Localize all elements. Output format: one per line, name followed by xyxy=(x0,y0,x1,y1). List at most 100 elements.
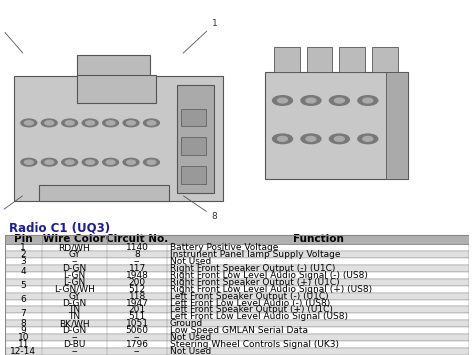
Bar xyxy=(39,185,169,202)
Text: Ground: Ground xyxy=(170,319,203,328)
Text: --: -- xyxy=(71,333,78,342)
Circle shape xyxy=(62,119,78,127)
Bar xyxy=(5,258,469,265)
Circle shape xyxy=(358,134,378,144)
Text: TN: TN xyxy=(68,312,81,321)
Text: 12-14: 12-14 xyxy=(10,347,36,355)
Text: 6: 6 xyxy=(20,295,26,304)
Circle shape xyxy=(301,134,321,144)
Circle shape xyxy=(278,98,287,103)
Text: TN: TN xyxy=(68,305,81,315)
Circle shape xyxy=(147,160,156,164)
Text: L-GN: L-GN xyxy=(64,278,85,287)
Text: L-GN/WH: L-GN/WH xyxy=(54,285,95,294)
Circle shape xyxy=(363,98,373,103)
Text: 8: 8 xyxy=(20,319,26,328)
Circle shape xyxy=(82,119,98,127)
Bar xyxy=(5,265,469,272)
Text: --: -- xyxy=(71,347,78,355)
Circle shape xyxy=(62,158,78,166)
Text: 1: 1 xyxy=(183,20,217,53)
Circle shape xyxy=(358,96,378,105)
Bar xyxy=(5,235,469,244)
Bar xyxy=(177,86,214,192)
Text: Right Front Speaker Output (-) (U1C): Right Front Speaker Output (-) (U1C) xyxy=(170,264,335,273)
Circle shape xyxy=(65,121,74,125)
Text: Pin: Pin xyxy=(14,234,33,244)
Bar xyxy=(77,75,156,103)
Text: 8: 8 xyxy=(183,196,217,222)
Circle shape xyxy=(144,119,159,127)
Text: 1051: 1051 xyxy=(126,319,149,328)
Circle shape xyxy=(106,160,115,164)
Text: Instrunent Panel lamp Supply Voltage: Instrunent Panel lamp Supply Voltage xyxy=(170,250,340,259)
Bar xyxy=(5,341,469,348)
Bar xyxy=(5,279,469,286)
Circle shape xyxy=(45,160,54,164)
Bar xyxy=(5,286,469,293)
Text: 14: 14 xyxy=(0,196,22,222)
Bar xyxy=(14,76,223,202)
Circle shape xyxy=(273,96,292,105)
Circle shape xyxy=(147,121,156,125)
Bar xyxy=(5,272,469,279)
Text: 10: 10 xyxy=(18,333,29,342)
Text: 9: 9 xyxy=(20,326,26,335)
Text: Low Speed GMLAN Serial Data: Low Speed GMLAN Serial Data xyxy=(170,326,308,335)
Circle shape xyxy=(21,158,37,166)
Text: Right Front Speaker Output (+) (U1C): Right Front Speaker Output (+) (U1C) xyxy=(170,278,339,287)
Text: 1948: 1948 xyxy=(126,271,148,280)
Text: Radio C1 (UQ3): Radio C1 (UQ3) xyxy=(9,221,110,234)
Text: GY: GY xyxy=(68,291,81,301)
Bar xyxy=(5,244,469,251)
Circle shape xyxy=(278,136,287,141)
Bar xyxy=(181,166,206,184)
Text: Left Front Speaker Output (+) (U1C): Left Front Speaker Output (+) (U1C) xyxy=(170,305,333,315)
Circle shape xyxy=(41,119,57,127)
Circle shape xyxy=(82,158,98,166)
Bar xyxy=(5,313,469,320)
Circle shape xyxy=(45,121,54,125)
Bar xyxy=(5,293,469,300)
Text: 1: 1 xyxy=(20,243,26,252)
Bar xyxy=(274,47,300,72)
Text: Circuit No.: Circuit No. xyxy=(106,234,168,244)
Circle shape xyxy=(306,136,316,141)
Text: 7: 7 xyxy=(20,309,26,318)
Circle shape xyxy=(301,96,321,105)
Circle shape xyxy=(144,158,159,166)
Bar xyxy=(181,109,206,126)
Text: D-GN: D-GN xyxy=(62,326,87,335)
Circle shape xyxy=(273,134,292,144)
Circle shape xyxy=(103,119,118,127)
Circle shape xyxy=(127,121,136,125)
Text: BK/WH: BK/WH xyxy=(59,319,90,328)
Circle shape xyxy=(127,160,136,164)
Text: D-GN: D-GN xyxy=(62,299,87,307)
Circle shape xyxy=(86,160,94,164)
Circle shape xyxy=(106,121,115,125)
Text: 8: 8 xyxy=(134,250,140,259)
Text: Wire Color: Wire Color xyxy=(44,234,105,244)
Circle shape xyxy=(25,121,33,125)
Text: D-BU: D-BU xyxy=(63,340,86,349)
Circle shape xyxy=(86,121,94,125)
Text: GY: GY xyxy=(68,250,81,259)
Text: Left Front Low Level Audio Signal (US8): Left Front Low Level Audio Signal (US8) xyxy=(170,312,347,321)
Bar xyxy=(5,327,469,334)
Bar xyxy=(339,47,365,72)
Circle shape xyxy=(65,160,74,164)
Text: D-GN: D-GN xyxy=(62,264,87,273)
Circle shape xyxy=(329,134,349,144)
Text: --: -- xyxy=(134,333,140,342)
Text: Left Front Speaker Output (-) (U1C): Left Front Speaker Output (-) (U1C) xyxy=(170,291,328,301)
Text: 1140: 1140 xyxy=(126,243,148,252)
Text: 11: 11 xyxy=(18,340,29,349)
Text: 3: 3 xyxy=(20,257,26,266)
Text: Not Used: Not Used xyxy=(170,333,211,342)
Text: --: -- xyxy=(134,347,140,355)
Text: 5: 5 xyxy=(20,281,26,290)
Text: 118: 118 xyxy=(128,291,146,301)
Text: 5060: 5060 xyxy=(126,326,149,335)
Text: Steering Wheel Controls Signal (UK3): Steering Wheel Controls Signal (UK3) xyxy=(170,340,338,349)
